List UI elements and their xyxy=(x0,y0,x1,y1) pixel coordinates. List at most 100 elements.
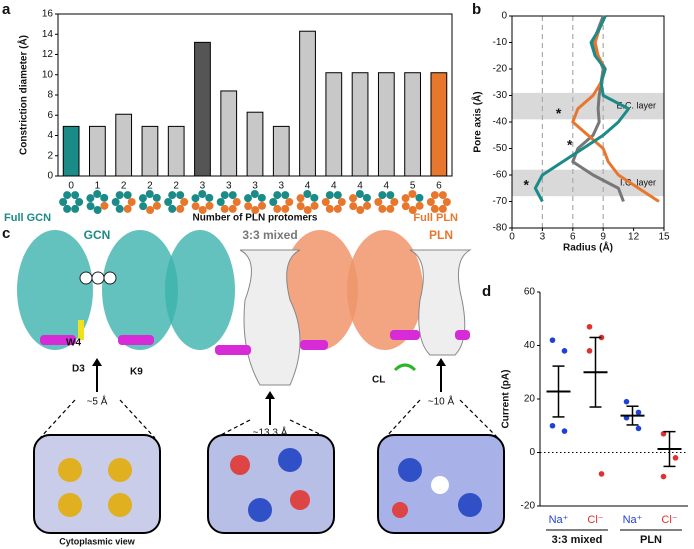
y-tick-label: 60 xyxy=(524,287,536,298)
protomer-icon xyxy=(356,205,365,214)
protomer-icon xyxy=(390,198,399,206)
panel-letter: c xyxy=(2,225,10,242)
protomer-icon xyxy=(303,190,312,199)
data-point xyxy=(586,323,593,330)
y-tick-label: 40 xyxy=(524,340,536,351)
pln-structure xyxy=(347,230,472,392)
protomer-icon xyxy=(325,204,334,213)
protomer-icon xyxy=(325,191,334,200)
x-tick-label: 3 xyxy=(278,181,284,192)
protomer-icon xyxy=(115,204,124,213)
protomer-icon xyxy=(152,193,161,202)
protomer-icon xyxy=(228,204,237,213)
protomer-icon xyxy=(198,205,207,214)
series-line xyxy=(533,15,631,203)
protomer-icon xyxy=(349,194,358,203)
protomer-icon xyxy=(145,190,154,199)
protomer-icon xyxy=(401,194,410,203)
protomer-icon xyxy=(198,190,207,199)
bar xyxy=(115,113,133,177)
protomer-icon xyxy=(63,191,72,200)
x-tick-label: 9 xyxy=(600,232,606,243)
x-axis-label: Number of PLN protomers xyxy=(192,213,317,224)
protomer-icon xyxy=(355,190,364,199)
protomer-icon xyxy=(321,198,330,206)
y-axis-label: Pore axis (Å) xyxy=(471,91,484,152)
bar xyxy=(272,125,290,177)
series-line xyxy=(571,15,660,203)
protomer-icon xyxy=(258,201,267,210)
gcn-structure xyxy=(17,230,178,392)
y-tick-label: 14 xyxy=(42,29,54,40)
panel-letter: d xyxy=(482,283,491,300)
y-tick-label: -60 xyxy=(493,170,508,181)
y-tick-label: 6 xyxy=(47,110,53,121)
protomer-icon xyxy=(100,201,109,210)
structure-title: 3:3 mixed xyxy=(242,228,297,242)
x-tick-label: 3 xyxy=(540,232,546,243)
data-point xyxy=(598,471,605,477)
group-label: 3:3 mixed xyxy=(552,534,603,546)
structure-title: GCN xyxy=(84,228,111,242)
x-tick-label: 6 xyxy=(436,181,442,192)
diameter-label: ~5 Å xyxy=(87,395,108,408)
protomer-icon xyxy=(71,204,80,213)
x-tick-label: 15 xyxy=(658,232,670,243)
protomer-icon xyxy=(220,204,229,213)
x-tick-label: 3 xyxy=(226,181,232,192)
y-tick-label: 8 xyxy=(47,90,53,101)
protomer-icon xyxy=(438,204,447,213)
protomer-icon xyxy=(191,202,200,211)
protomer-icon xyxy=(281,191,290,200)
protomer-icon xyxy=(205,193,214,202)
protomer-icon xyxy=(310,201,319,210)
bar xyxy=(167,125,185,177)
diameter-label: ~13.3 Å xyxy=(253,426,288,439)
protomer-icon xyxy=(430,204,439,213)
y-tick-label: -50 xyxy=(493,143,508,154)
y-tick-label: -40 xyxy=(493,117,508,128)
protomer-icon xyxy=(168,191,177,200)
panel-letter: b xyxy=(472,1,481,18)
protomer-icon xyxy=(378,191,387,200)
protomer-icon xyxy=(86,194,95,203)
protomer-icon xyxy=(180,198,189,206)
protomer-icon xyxy=(363,201,372,210)
protomer-icon xyxy=(251,205,260,214)
bar xyxy=(141,125,159,177)
x-tick-label: 2 xyxy=(121,181,127,192)
protomer-icon xyxy=(138,194,147,203)
annotation: Full GCN xyxy=(4,212,51,224)
x-tick-label: 3 xyxy=(252,181,258,192)
protomer-icon xyxy=(337,198,346,206)
residue-label: W4 xyxy=(66,338,81,349)
data-point xyxy=(660,473,667,480)
data-point xyxy=(672,455,679,461)
panel-letter: a xyxy=(2,1,11,18)
protomer-icon xyxy=(303,205,312,214)
y-axis-label: Constriction diameter (Å) xyxy=(17,35,30,155)
protomer-icon xyxy=(176,204,185,213)
structure-title: PLN xyxy=(429,228,453,242)
protomer-icon xyxy=(269,198,278,206)
protomer-icon xyxy=(176,191,185,200)
bar xyxy=(377,72,395,177)
x-axis-label: Radius (Å) xyxy=(563,241,613,254)
data-point xyxy=(635,409,642,416)
band-label: E.C. layer xyxy=(616,100,656,110)
panel-c-art: c GCN 3:3 mixed PLN W4 D3 K9 CL ~5 Å ~13… xyxy=(2,225,505,546)
annotation: Full PLN xyxy=(413,212,458,224)
layer-band xyxy=(512,92,664,120)
protomer-icon xyxy=(71,191,80,200)
protomer-icon xyxy=(296,194,305,203)
protomer-icon xyxy=(296,202,305,211)
y-tick-label: -20 xyxy=(493,64,508,75)
data-point xyxy=(586,348,593,354)
y-tick-label: -80 xyxy=(493,223,508,234)
bar xyxy=(62,125,80,177)
protomer-icon xyxy=(438,191,447,200)
data-point xyxy=(635,425,642,432)
y-tick-label: -10 xyxy=(493,37,508,48)
protomer-icon xyxy=(220,191,229,200)
y-tick-label: -30 xyxy=(493,90,508,101)
